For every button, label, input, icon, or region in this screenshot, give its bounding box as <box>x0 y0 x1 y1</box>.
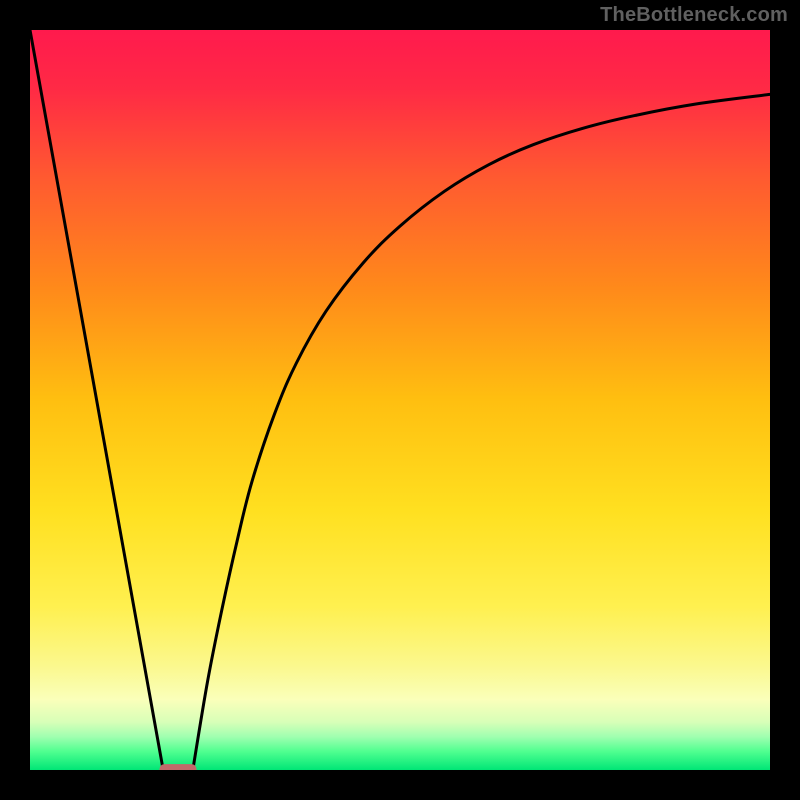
watermark-text: TheBottleneck.com <box>600 4 788 27</box>
gradient-background <box>30 30 770 770</box>
plot-area <box>30 30 770 776</box>
chart-svg <box>0 0 800 800</box>
chart-root: TheBottleneck.com <box>0 0 800 800</box>
